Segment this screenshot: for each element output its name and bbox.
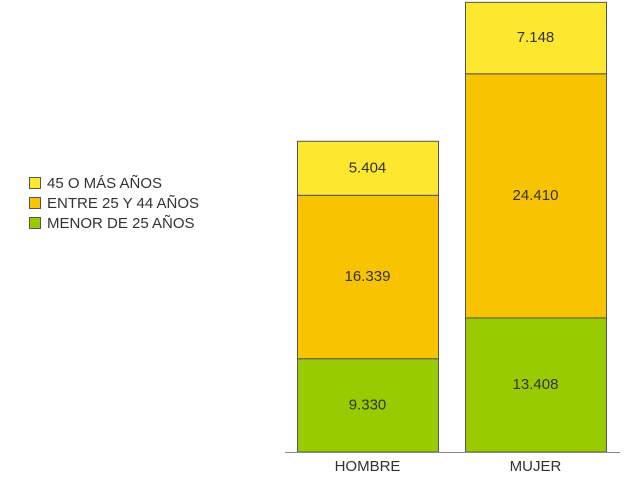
bar-segment: [465, 73, 607, 319]
x-tick-label: HOMBRE: [335, 458, 401, 475]
legend-swatch: [29, 217, 41, 229]
legend-label: 45 O MÁS AÑOS: [47, 175, 162, 192]
legend-label: MENOR DE 25 AÑOS: [47, 215, 195, 232]
legend-swatch: [29, 177, 41, 189]
legend-label: ENTRE 25 Y 44 AÑOS: [47, 195, 199, 212]
bar-segment: [297, 358, 439, 453]
bar-segment: [297, 194, 439, 360]
legend-swatch: [29, 197, 41, 209]
value-label: 7.148: [517, 29, 555, 46]
value-label: 13.408: [513, 376, 559, 393]
bar-segment: [465, 317, 607, 453]
value-label: 16.339: [345, 268, 391, 285]
bar-segment: [297, 140, 439, 196]
x-tick-label: MUJER: [510, 458, 562, 475]
value-label: 5.404: [349, 159, 387, 176]
value-label: 24.410: [513, 187, 559, 204]
bar-segment: [465, 1, 607, 75]
value-label: 9.330: [349, 396, 387, 413]
